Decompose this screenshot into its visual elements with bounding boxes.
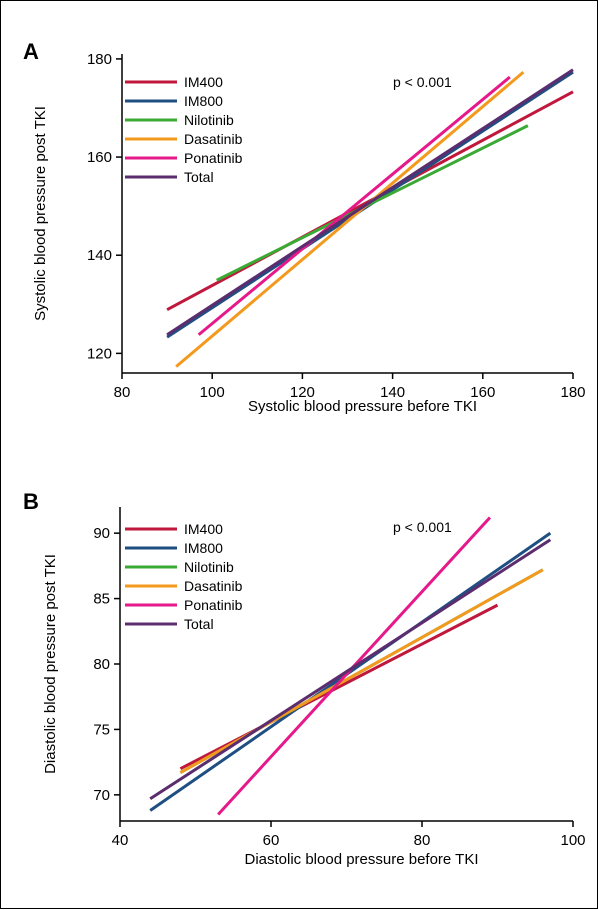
legend-label-im800-b: IM800 — [184, 540, 223, 556]
legend-label-total-a: Total — [184, 169, 214, 185]
y-tick-label-b: 80 — [93, 656, 110, 673]
x-tick-label-a: 160 — [470, 384, 495, 401]
legend-label-ponatinib-b: Ponatinib — [184, 597, 243, 613]
x-tick-label-b: 100 — [560, 832, 585, 849]
y-axis-label-a: Systolic blood pressure post TKI — [32, 106, 49, 321]
y-tick-label-a: 160 — [87, 149, 112, 166]
x-axis-label-a: Systolic blood pressure before TKI — [248, 398, 477, 415]
x-tick-label-b: 80 — [414, 832, 431, 849]
y-tick-label-b: 75 — [93, 721, 110, 738]
legend-label-nilotinib-a: Nilotinib — [184, 112, 234, 128]
y-tick-label-b: 85 — [93, 591, 110, 608]
legend-label-dasatinib-a: Dasatinib — [184, 131, 243, 147]
x-tick-label-b: 40 — [112, 832, 129, 849]
series-line-ponatinib-a — [197, 75, 511, 336]
p-value-annotation-a: p < 0.001 — [393, 74, 452, 90]
legend-label-total-b: Total — [184, 616, 214, 632]
panel-label-b: B — [23, 489, 39, 514]
y-tick-label-a: 180 — [87, 51, 112, 68]
series-line-total-a — [166, 68, 574, 336]
x-tick-label-b: 60 — [263, 832, 280, 849]
x-tick-label-a: 140 — [380, 384, 405, 401]
legend-label-im400-b: IM400 — [184, 521, 223, 537]
series-line-dasatinib-a — [175, 71, 525, 368]
y-axis-label-b: Diastolic blood pressure post TKI — [42, 554, 59, 774]
y-tick-label-b: 90 — [93, 525, 110, 542]
x-tick-label-a: 120 — [290, 384, 315, 401]
series-line-im400-b — [179, 603, 499, 770]
y-tick-label-a: 120 — [87, 345, 112, 362]
p-value-annotation-b: p < 0.001 — [393, 519, 452, 535]
legend-label-ponatinib-a: Ponatinib — [184, 150, 243, 166]
legend-label-nilotinib-b: Nilotinib — [184, 559, 234, 575]
legend-label-dasatinib-b: Dasatinib — [184, 578, 243, 594]
x-tick-label-a: 100 — [200, 384, 225, 401]
y-tick-label-b: 70 — [93, 787, 110, 804]
panel-label-a: A — [23, 39, 39, 64]
legend-label-im800-a: IM800 — [184, 93, 223, 109]
series-line-nilotinib-a — [216, 124, 529, 282]
series-line-total-b — [149, 538, 552, 801]
x-axis-label-b: Diastolic blood pressure before TKI — [244, 851, 478, 868]
legend-label-im400-a: IM400 — [184, 74, 223, 90]
x-tick-label-a: 180 — [560, 384, 585, 401]
y-tick-label-a: 140 — [87, 247, 112, 264]
x-tick-label-a: 80 — [114, 384, 131, 401]
